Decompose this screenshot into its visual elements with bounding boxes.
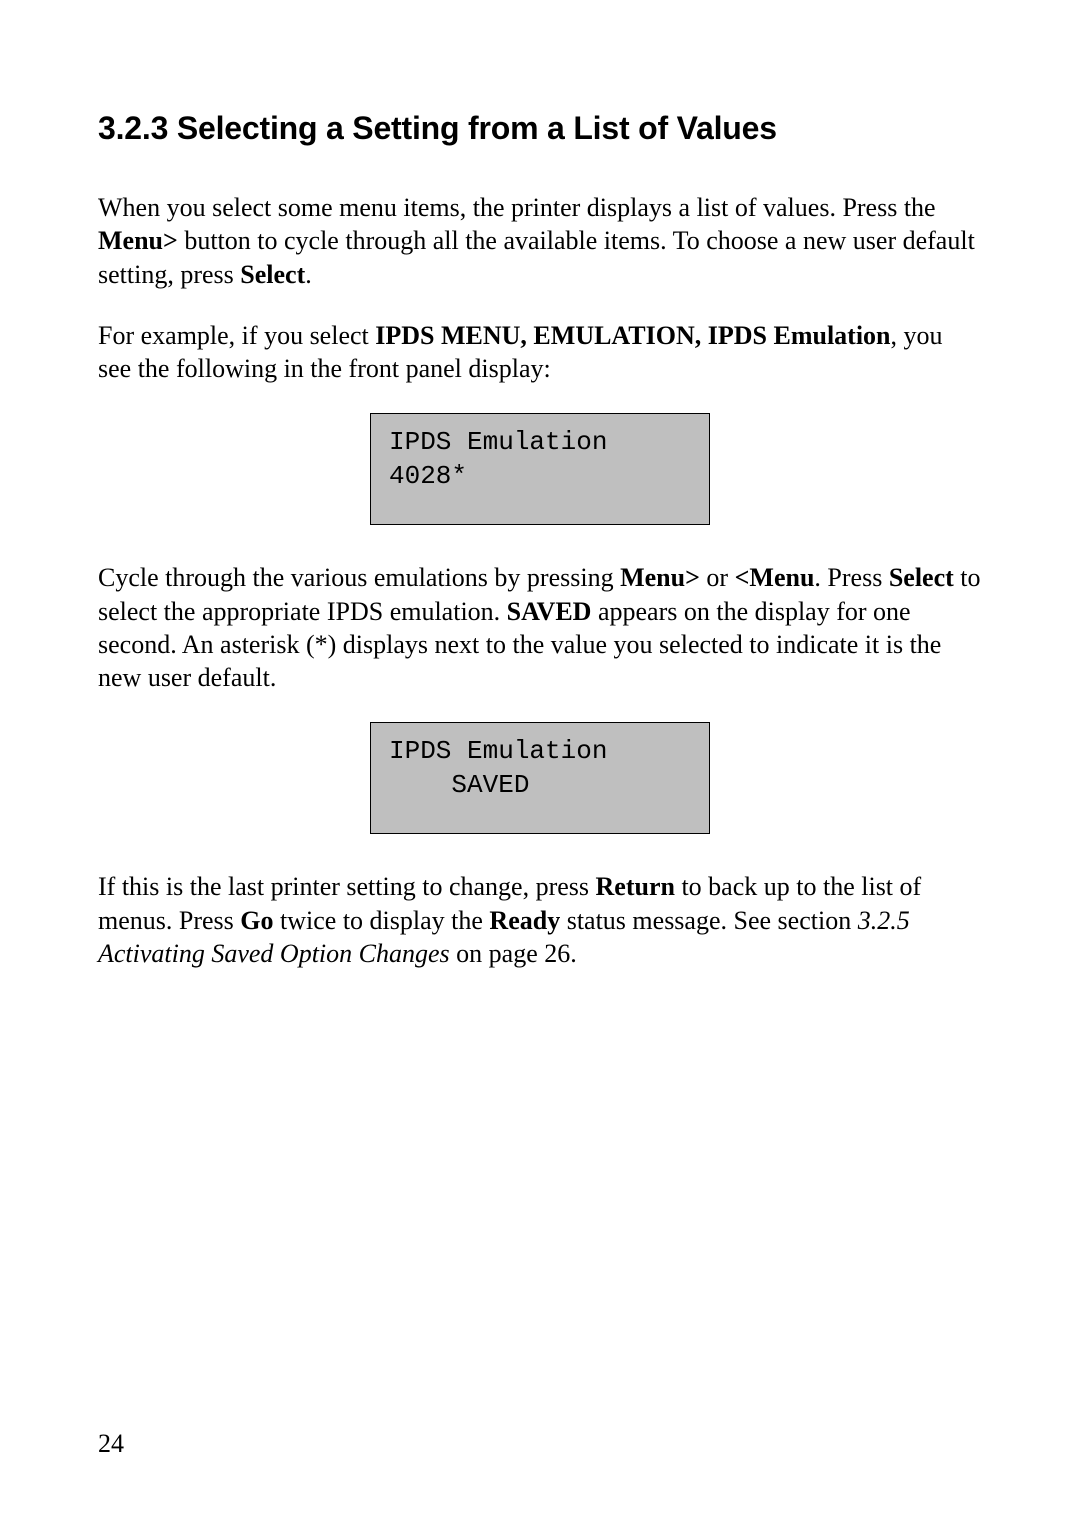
display-panel-2: IPDS Emulation SAVED (370, 722, 710, 834)
page-number: 24 (98, 1429, 124, 1459)
text: button to cycle through all the availabl… (98, 226, 975, 288)
bold-text: Go (240, 906, 273, 935)
text: status message. See section (560, 906, 858, 935)
bold-text: Menu> (620, 563, 700, 592)
bold-text: <Menu (735, 563, 815, 592)
text: twice to display the (274, 906, 490, 935)
text: . (305, 260, 312, 289)
section-heading: 3.2.3 Selecting a Setting from a List of… (98, 110, 982, 147)
display-line-1: IPDS Emulation (389, 736, 607, 766)
text: Cycle through the various emulations by … (98, 563, 620, 592)
display-line-1: IPDS Emulation (389, 427, 607, 457)
bold-text: SAVED (507, 597, 592, 626)
text: on page 26. (450, 939, 577, 968)
paragraph-1: When you select some menu items, the pri… (98, 191, 982, 291)
bold-text: Return (596, 872, 675, 901)
bold-text: IPDS MENU, EMULATION, IPDS Emulation (375, 321, 890, 350)
bold-text: Select (240, 260, 305, 289)
bold-text: Ready (489, 906, 560, 935)
page-content: 3.2.3 Selecting a Setting from a List of… (0, 0, 1080, 1030)
display-panel-1: IPDS Emulation 4028* (370, 413, 710, 525)
display-line-2: SAVED (389, 770, 529, 800)
text: When you select some menu items, the pri… (98, 193, 936, 222)
paragraph-4: If this is the last printer setting to c… (98, 870, 982, 970)
display-line-2: 4028* (389, 461, 467, 491)
paragraph-3: Cycle through the various emulations by … (98, 561, 982, 694)
text: or (700, 563, 735, 592)
bold-text: Menu> (98, 226, 178, 255)
text: . Press (814, 563, 888, 592)
paragraph-2: For example, if you select IPDS MENU, EM… (98, 319, 982, 386)
bold-text: Select (889, 563, 954, 592)
text: If this is the last printer setting to c… (98, 872, 596, 901)
text: For example, if you select (98, 321, 375, 350)
